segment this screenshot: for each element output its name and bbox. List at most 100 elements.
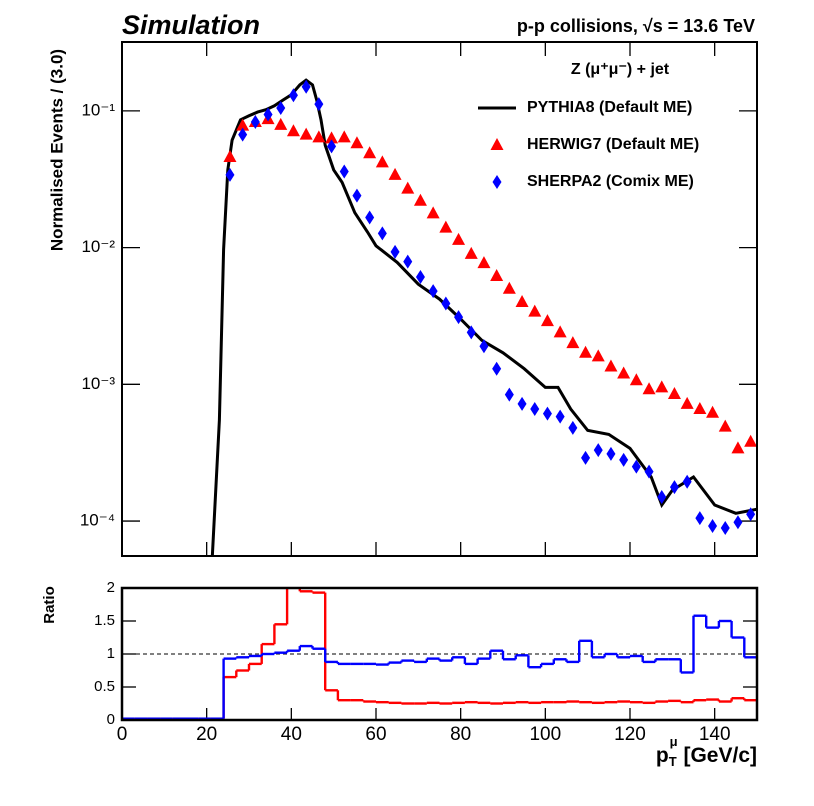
marker <box>464 246 478 259</box>
x-tick-label: 60 <box>365 724 386 745</box>
marker <box>350 136 364 149</box>
marker <box>568 420 578 435</box>
marker <box>403 254 413 269</box>
marker <box>452 232 466 245</box>
marker <box>377 226 387 241</box>
marker <box>631 459 641 474</box>
marker <box>413 193 427 206</box>
marker <box>428 284 438 299</box>
marker <box>746 507 756 522</box>
x-tick-label: 0 <box>117 724 128 745</box>
marker <box>301 79 311 94</box>
marker <box>667 386 681 399</box>
marker <box>581 450 591 465</box>
marker <box>299 127 313 140</box>
marker <box>528 304 542 317</box>
marker <box>288 88 298 103</box>
chart-title: Simulation <box>122 10 260 40</box>
marker <box>731 441 745 454</box>
marker <box>238 127 248 142</box>
x-label-base: p <box>656 744 669 767</box>
marker <box>566 336 580 349</box>
marker <box>706 405 720 418</box>
x-label-unit: [GeV/c] <box>678 744 757 767</box>
y-tick-label: 10⁻¹ <box>81 100 115 119</box>
x-label-sub: T <box>669 754 677 769</box>
plot-frame <box>120 586 759 722</box>
marker <box>250 114 260 129</box>
marker <box>682 474 692 489</box>
x-label-sup: μ <box>670 734 678 749</box>
x-tick-label: 120 <box>614 724 646 745</box>
marker <box>337 130 351 143</box>
y-tick-label: 2 <box>107 579 115 596</box>
y-tick-label: 0 <box>107 711 115 728</box>
marker <box>593 443 603 458</box>
marker <box>553 325 567 338</box>
marker <box>454 310 464 325</box>
marker <box>466 325 476 340</box>
marker <box>388 167 402 180</box>
marker <box>655 380 669 393</box>
ratio-pad: 00.511.520 20 40 60 80 100 120 140 <box>94 579 759 745</box>
chart-subtitle: p-p collisions, √s = 13.6 TeV <box>517 16 755 36</box>
x-tick-label: 40 <box>281 724 302 745</box>
marker <box>695 511 705 526</box>
plot-frame <box>121 41 758 557</box>
marker <box>401 181 415 194</box>
marker <box>375 155 389 168</box>
marker <box>415 269 425 284</box>
marker <box>530 401 540 416</box>
x-tick-label: 80 <box>450 724 471 745</box>
legend-title: Z (μ⁺μ⁻) + jet <box>571 61 670 78</box>
y-tick-label: 0.5 <box>94 678 115 695</box>
marker <box>225 167 235 182</box>
marker <box>363 146 377 159</box>
ratio-axis-label: Ratio <box>41 586 58 624</box>
marker <box>490 268 504 281</box>
marker <box>314 97 324 112</box>
marker <box>502 281 516 294</box>
marker <box>477 256 491 269</box>
marker <box>579 345 593 358</box>
legend-label: PYTHIA8 (Default ME) <box>527 99 692 116</box>
marker <box>223 149 237 162</box>
y-tick-label: 1 <box>107 645 115 662</box>
marker <box>274 117 288 130</box>
marker <box>604 359 618 372</box>
marker <box>352 188 362 203</box>
marker <box>644 464 654 479</box>
marker <box>441 296 451 311</box>
marker <box>276 100 286 115</box>
marker <box>479 339 489 354</box>
marker <box>642 382 656 395</box>
marker <box>339 164 349 179</box>
marker <box>390 244 400 259</box>
marker <box>540 314 554 327</box>
marker <box>515 295 529 308</box>
marker <box>718 419 732 432</box>
marker <box>617 366 631 379</box>
x-tick-label: 100 <box>529 724 561 745</box>
marker <box>325 131 339 144</box>
x-tick-label: 140 <box>699 724 731 745</box>
marker <box>327 139 337 154</box>
marker <box>619 452 629 467</box>
marker <box>517 396 527 411</box>
marker <box>263 107 273 122</box>
marker <box>591 349 605 362</box>
marker <box>733 515 743 530</box>
marker <box>542 406 552 421</box>
marker <box>657 489 667 504</box>
marker <box>492 361 502 376</box>
y-axis-label: Normalised Events / (3.0) <box>47 49 66 251</box>
marker <box>708 518 718 533</box>
marker <box>744 434 757 447</box>
legend-swatch <box>490 138 504 150</box>
marker <box>720 520 730 535</box>
marker <box>669 480 679 495</box>
line-series <box>210 78 757 556</box>
legend-swatch <box>492 175 502 189</box>
marker <box>439 220 453 233</box>
